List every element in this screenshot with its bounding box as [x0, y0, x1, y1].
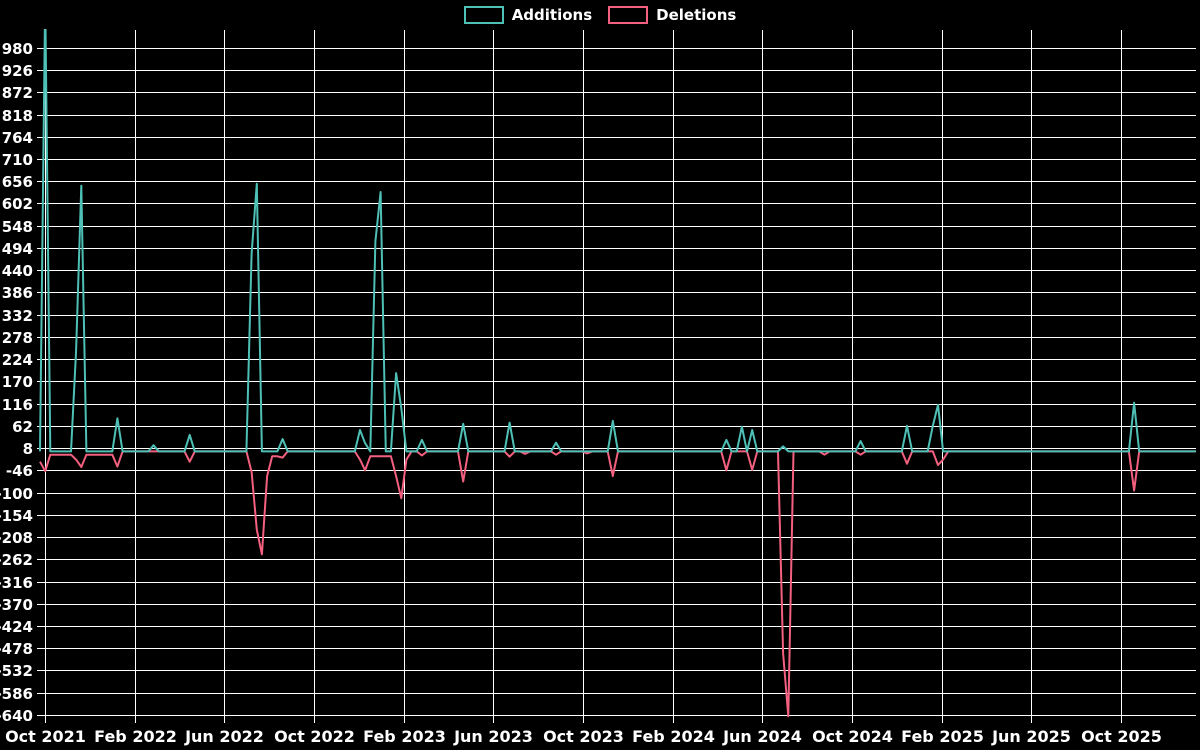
y-tick-label: -424	[0, 618, 33, 636]
x-tick-label: Feb 2022	[94, 727, 177, 746]
x-tick-label: Jun 2022	[184, 727, 264, 746]
y-tick-label: -100	[0, 485, 33, 503]
x-gridlines-and-labels: Oct 2021 Feb 2022 Jun 2022 Oct 2022 Feb 2023…	[5, 30, 1162, 746]
y-tick-label: -370	[0, 596, 33, 614]
y-tick-label: 980	[2, 40, 33, 58]
x-tick-label: Oct 2022	[274, 727, 355, 746]
additions-swatch-icon	[463, 6, 504, 24]
deletions-line	[39, 450, 1196, 718]
y-tick-label: -154	[0, 507, 33, 525]
x-tick-label: Feb 2024	[632, 727, 715, 746]
y-tick-label: 764	[2, 129, 33, 147]
y-tick-label: 656	[2, 173, 33, 191]
x-tick-label: Oct 2023	[543, 727, 624, 746]
legend-item-additions[interactable]: Additions	[463, 6, 593, 24]
x-tick-label: Oct 2025	[1081, 727, 1162, 746]
x-tick-label: Feb 2023	[363, 727, 446, 746]
y-tick-label: 386	[2, 284, 33, 302]
y-tick-label: 8	[23, 440, 33, 458]
y-tick-label: -262	[0, 551, 33, 569]
x-tick-label: Jun 2025	[991, 727, 1071, 746]
additions-legend-label: Additions	[511, 6, 593, 24]
y-tick-label: -46	[6, 462, 33, 480]
y-tick-label: 224	[2, 351, 33, 369]
y-tick-label: 602	[2, 195, 33, 213]
y-tick-label: 494	[2, 240, 33, 258]
x-tick-label: Feb 2025	[901, 727, 984, 746]
y-tick-label: 332	[2, 307, 33, 325]
y-tick-label: -316	[0, 574, 33, 592]
additions-line	[39, 29, 1196, 453]
y-tick-label: -478	[0, 640, 33, 658]
x-tick-label: Oct 2024	[812, 727, 893, 746]
deletions-legend-label: Deletions	[656, 6, 737, 24]
x-tick-label: Jun 2024	[722, 727, 802, 746]
x-tick-label: Oct 2021	[5, 727, 86, 746]
chart-legend: Additions Deletions	[0, 6, 1200, 24]
y-tick-label: -208	[0, 529, 33, 547]
y-gridlines-and-labels: 980 926 872 818 764 710 656 602 548 494 440 386 332 2…	[0, 40, 1196, 725]
y-tick-label: 548	[2, 218, 33, 236]
y-tick-label: 872	[2, 84, 33, 102]
y-tick-label: 710	[2, 151, 33, 169]
y-tick-label: 440	[2, 262, 33, 280]
y-tick-label: 170	[2, 373, 33, 391]
y-tick-label: -532	[0, 662, 33, 680]
y-tick-label: 116	[2, 396, 33, 414]
y-tick-label: 818	[2, 107, 33, 125]
y-tick-label: 62	[12, 418, 33, 436]
y-tick-label: -586	[0, 685, 33, 703]
deletions-swatch-icon	[608, 6, 649, 24]
y-tick-label: 926	[2, 62, 33, 80]
y-tick-label: 278	[2, 329, 33, 347]
legend-item-deletions[interactable]: Deletions	[608, 6, 736, 24]
y-tick-label: -640	[0, 707, 33, 725]
x-tick-label: Jun 2023	[453, 727, 533, 746]
